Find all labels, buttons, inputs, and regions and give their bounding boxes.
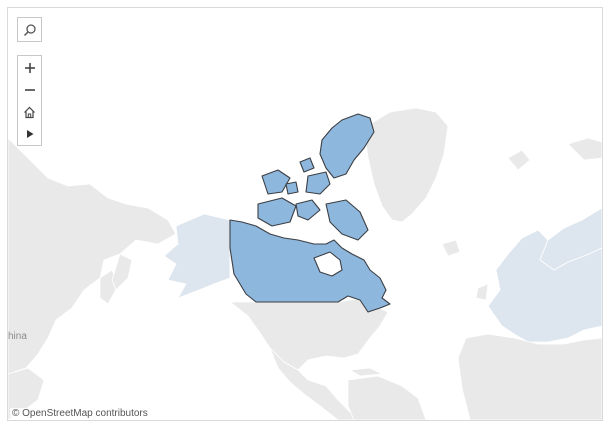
zoom-in-button[interactable] [18,57,41,79]
home-icon [24,106,35,118]
prince-of-wales-island[interactable] [295,199,321,221]
ellesmere-island[interactable] [319,113,375,179]
zoom-toolbar [17,55,42,146]
land-arctic-islands [567,137,602,161]
minus-icon [24,89,35,91]
pan-tool-button[interactable] [18,123,41,145]
map-attribution[interactable]: © OpenStreetMap contributors [10,408,150,419]
search-icon [23,23,36,36]
zoom-out-button[interactable] [18,79,41,101]
map-frame: hina [7,7,603,421]
land-uk [475,283,489,301]
land-iceland [441,239,461,257]
land-asia-east [8,137,177,375]
land-southeast-asia [8,367,45,420]
home-button[interactable] [18,101,41,123]
land-japan [111,253,133,291]
world-map[interactable]: hina [8,8,602,420]
land-svalbard [507,149,531,171]
devon-island[interactable] [305,171,331,195]
place-label-china: hina [8,331,27,342]
hudson-bay [313,251,343,277]
land-africa [457,333,602,420]
land-russia-west [539,207,602,271]
play-arrow-icon [26,130,33,138]
victoria-island[interactable] [257,197,297,227]
basemap-land [8,107,602,420]
region-canada[interactable] [229,113,391,313]
baffin-island[interactable] [325,199,369,241]
search-button[interactable] [18,18,41,41]
canada-mainland[interactable] [229,219,391,313]
land-south-america [347,375,427,420]
search-toolbar [17,17,42,42]
plus-icon [24,63,35,73]
land-caribbean [348,367,384,377]
land-greenland [363,107,449,223]
arctic-islet-2[interactable] [285,181,299,195]
arctic-islet-1[interactable] [299,157,315,173]
